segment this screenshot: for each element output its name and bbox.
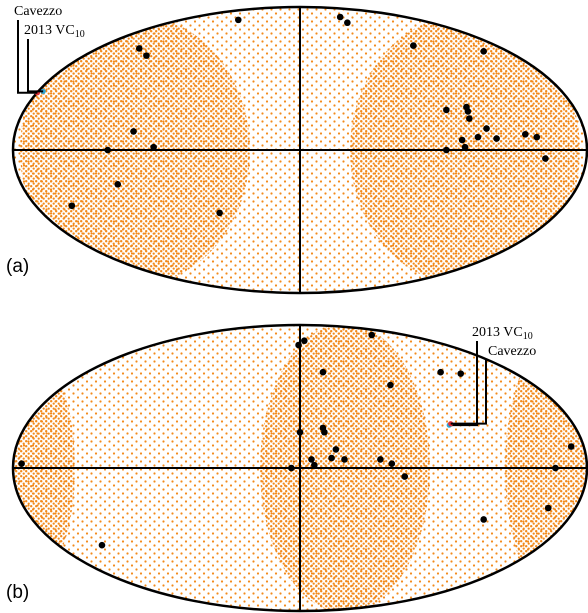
leader-line — [449, 341, 478, 427]
point — [308, 456, 315, 463]
point — [443, 146, 450, 154]
annotation: 2013 VC10 — [472, 325, 533, 342]
point — [474, 133, 482, 141]
point — [461, 143, 469, 151]
point — [336, 13, 344, 21]
point — [480, 516, 487, 523]
point — [480, 48, 487, 55]
point — [458, 136, 466, 144]
panel-label: (b) — [6, 582, 29, 603]
point — [544, 504, 552, 512]
point — [319, 368, 327, 376]
leader-line — [450, 360, 487, 425]
point — [521, 130, 529, 138]
point — [443, 106, 450, 114]
point — [143, 52, 150, 59]
point — [341, 456, 348, 463]
leader-line — [27, 39, 44, 93]
point — [234, 16, 242, 24]
point — [332, 446, 340, 453]
point — [493, 135, 500, 142]
point — [552, 464, 559, 472]
highlight-point — [40, 88, 46, 94]
point — [18, 460, 25, 468]
point — [387, 381, 394, 389]
point — [328, 454, 335, 462]
point — [410, 42, 417, 49]
point — [401, 473, 409, 480]
point — [114, 181, 122, 188]
point — [150, 143, 157, 151]
point — [377, 456, 384, 463]
point — [216, 209, 223, 217]
point — [311, 461, 318, 469]
annotation: Cavezzo — [488, 344, 536, 359]
annotation: Cavezzo — [14, 4, 62, 19]
point — [301, 337, 308, 345]
point — [130, 128, 137, 135]
point — [457, 370, 465, 377]
point — [533, 133, 541, 141]
point — [98, 541, 106, 549]
point — [295, 341, 302, 349]
point — [321, 428, 328, 436]
point — [542, 155, 549, 162]
point — [344, 19, 351, 27]
point — [135, 45, 143, 52]
point — [296, 428, 304, 436]
point — [104, 146, 112, 154]
point — [288, 464, 295, 472]
annotation: 2013 VC10 — [24, 23, 85, 40]
point — [68, 202, 76, 210]
point — [483, 125, 490, 132]
point — [437, 368, 444, 376]
point — [368, 331, 376, 339]
point — [466, 115, 473, 122]
panel-label: (a) — [6, 256, 29, 277]
point — [388, 460, 396, 468]
leader-line — [17, 20, 38, 94]
point — [567, 443, 575, 450]
point — [464, 108, 472, 115]
